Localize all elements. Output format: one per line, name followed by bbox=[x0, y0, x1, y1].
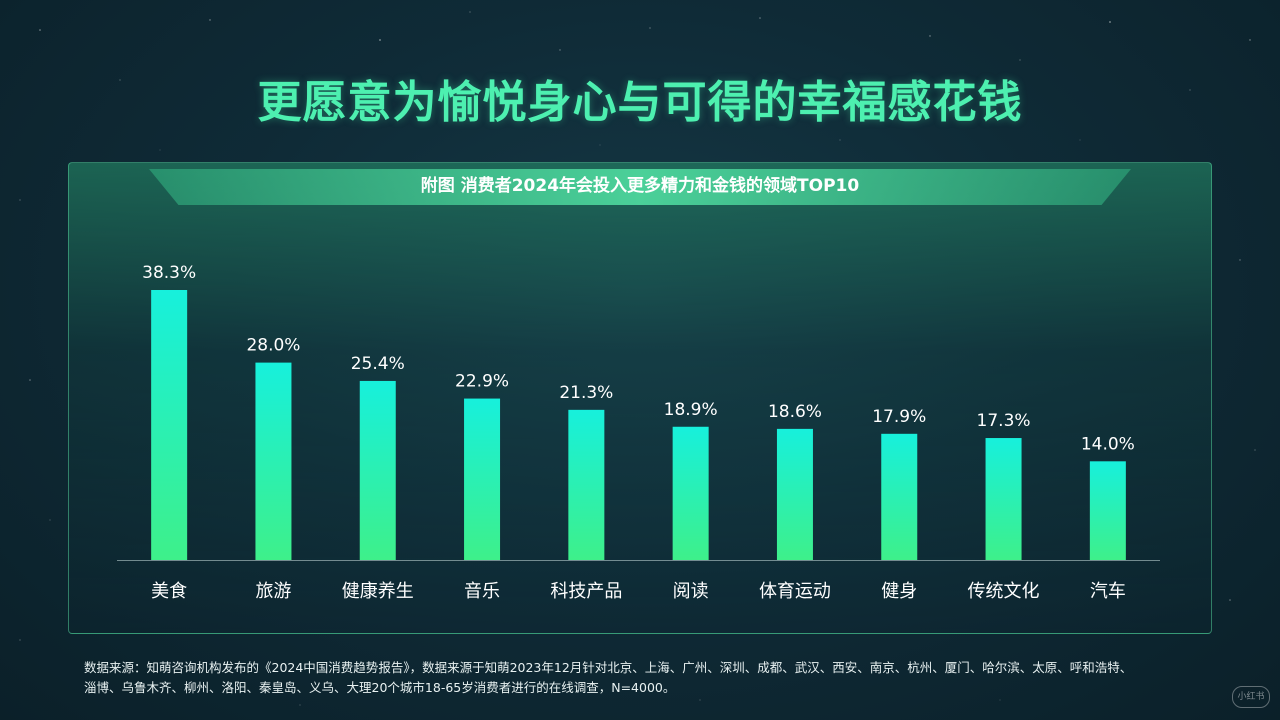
bar-1 bbox=[151, 290, 188, 560]
category-label-5: 科技产品 bbox=[550, 581, 622, 602]
category-label-2: 旅游 bbox=[255, 581, 291, 602]
value-label-5: 21.3% bbox=[559, 383, 613, 403]
bar-9 bbox=[985, 438, 1022, 560]
bar-chart: 38.3% 美食 28.0% 旅游 25.4% 健康养生 22.9% 音乐 21.3% 科技产品 1… bbox=[117, 263, 1160, 602]
watermark-logo: 小红书 bbox=[1232, 686, 1270, 708]
category-label-8: 健身 bbox=[881, 581, 917, 602]
value-label-10: 14.0% bbox=[1081, 434, 1135, 454]
footnote-line-1: 数据来源：知萌咨询机构发布的《2024中国消费趋势报告》，数据来源于知萌2023… bbox=[84, 660, 1133, 675]
value-label-3: 25.4% bbox=[351, 354, 405, 374]
category-label-4: 音乐 bbox=[464, 581, 500, 602]
bar-5 bbox=[568, 409, 605, 560]
value-label-4: 22.9% bbox=[455, 372, 509, 392]
data-source-footnote: 数据来源：知萌咨询机构发布的《2024中国消费趋势报告》，数据来源于知萌2023… bbox=[84, 658, 1224, 698]
value-label-9: 17.3% bbox=[977, 411, 1031, 431]
category-label-10: 汽车 bbox=[1090, 581, 1126, 602]
bar-3 bbox=[359, 380, 396, 560]
category-label-9: 传统文化 bbox=[968, 581, 1040, 602]
value-label-7: 18.6% bbox=[768, 402, 822, 422]
bar-7 bbox=[776, 428, 813, 560]
page-title: 更愿意为愉悦身心与可得的幸福感花钱 bbox=[257, 77, 1023, 128]
value-label-6: 18.9% bbox=[664, 400, 718, 420]
bar-6 bbox=[672, 426, 709, 560]
category-label-3: 健康养生 bbox=[342, 581, 414, 602]
bar-10 bbox=[1089, 461, 1126, 560]
chart-title-band bbox=[149, 169, 1131, 205]
value-label-8: 17.9% bbox=[872, 407, 926, 427]
value-label-2: 28.0% bbox=[246, 336, 300, 356]
footnote-line-2: 淄博、乌鲁木齐、柳州、洛阳、秦皇岛、义乌、大理20个城市18-65岁消费者进行的… bbox=[84, 680, 676, 695]
value-label-1: 38.3% bbox=[142, 263, 196, 283]
bar-2 bbox=[255, 362, 292, 560]
category-label-6: 阅读 bbox=[673, 581, 709, 602]
chart-title: 附图 消费者2024年会投入更多精力和金钱的领域TOP10 bbox=[420, 176, 860, 196]
bar-4 bbox=[464, 398, 501, 560]
bar-8 bbox=[881, 433, 918, 560]
category-label-7: 体育运动 bbox=[759, 581, 831, 602]
category-label-1: 美食 bbox=[151, 581, 187, 602]
